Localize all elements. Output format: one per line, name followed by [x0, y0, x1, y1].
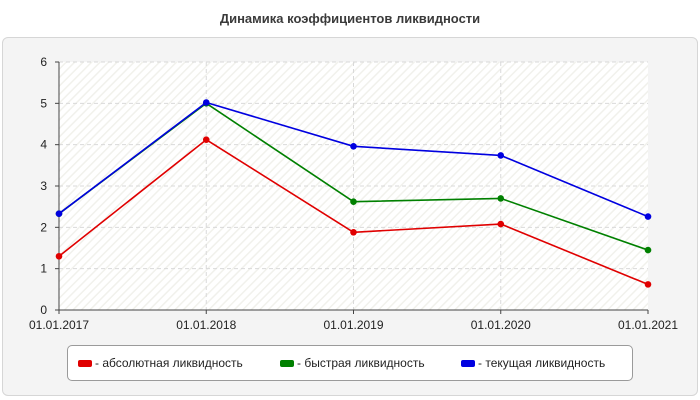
chart-title: Динамика коэффициентов ликвидности [219, 11, 481, 26]
legend-swatch-blue [461, 359, 475, 367]
y-tick-label: 6 [40, 55, 47, 69]
legend-label: - абсолютная ликвидность [95, 356, 243, 370]
series-3 [55, 99, 652, 220]
data-point [644, 246, 652, 254]
data-point [202, 136, 210, 144]
legend-label: - текущая ликвидность [478, 356, 606, 370]
x-tick-label: 01.01.2021 [618, 318, 678, 332]
legend-item-current-liquidity: - текущая ликвидность [461, 354, 605, 372]
data-point [55, 210, 63, 217]
y-tick-label: 3 [40, 179, 47, 193]
data-point [497, 195, 505, 202]
data-point [644, 213, 652, 220]
legend-swatch-red [78, 359, 92, 367]
tick-label-layer: 0 1 2 3 4 5 6 01.01.2017 01.01.2018 01.01.2019 01.… [29, 55, 678, 332]
data-point [644, 281, 652, 288]
legend-swatch-green [280, 359, 294, 367]
legend: - абсолютная ликвидность - быстрая ликви… [67, 345, 633, 381]
y-tick-label: 2 [40, 220, 47, 234]
data-point [350, 228, 357, 236]
legend-item-quick-liquidity: - быстрая ликвидность [280, 354, 425, 372]
legend-label: - быстрая ликвидность [297, 356, 425, 370]
data-point [350, 198, 357, 206]
y-tick-label: 0 [40, 303, 47, 317]
x-tick-label: 01.01.2018 [176, 318, 236, 332]
data-point [497, 220, 505, 228]
x-tick-label: 01.01.2020 [471, 318, 531, 332]
data-point [202, 99, 210, 106]
axis-layer [55, 61, 649, 314]
y-tick-label: 5 [40, 96, 47, 110]
series-1 [55, 136, 652, 288]
data-point [55, 252, 63, 260]
x-tick-label: 01.01.2019 [323, 318, 383, 332]
series-layer [55, 99, 652, 288]
y-tick-label: 4 [40, 138, 47, 152]
x-tick-label: 01.01.2017 [29, 318, 89, 332]
y-tick-label: 1 [40, 262, 47, 276]
data-point [350, 143, 357, 150]
data-point [497, 152, 505, 159]
legend-item-absolute-liquidity: - абсолютная ликвидность [78, 354, 243, 372]
